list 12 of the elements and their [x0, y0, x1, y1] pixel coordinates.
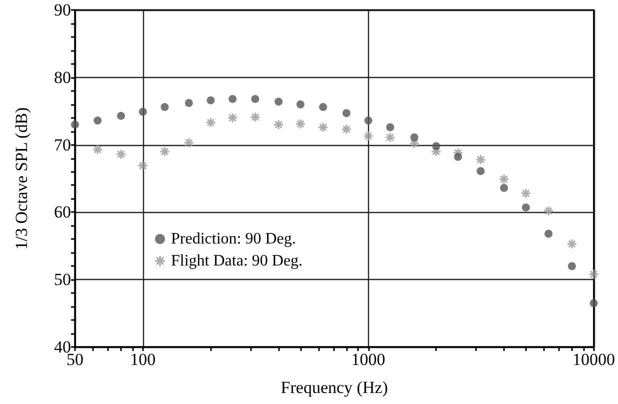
y-tick-label: 50	[54, 270, 71, 290]
legend-label: Prediction: 90 Deg.	[171, 230, 296, 248]
y-tick-label: 60	[54, 202, 71, 222]
x-tick-label: 100	[130, 350, 156, 369]
x-tick-label: 10000	[572, 350, 615, 369]
y-axis-title: 1/3 Octave SPL (dB)	[12, 107, 31, 250]
x-tick-label: 1000	[351, 350, 386, 369]
x-axis-title: Frequency (Hz)	[280, 378, 388, 397]
legend-label: Flight Data: 90 Deg.	[171, 252, 303, 270]
y-tick-label: 80	[54, 68, 71, 87]
y-tick-label: 70	[54, 135, 71, 154]
y-tick-label: 90	[54, 0, 71, 20]
